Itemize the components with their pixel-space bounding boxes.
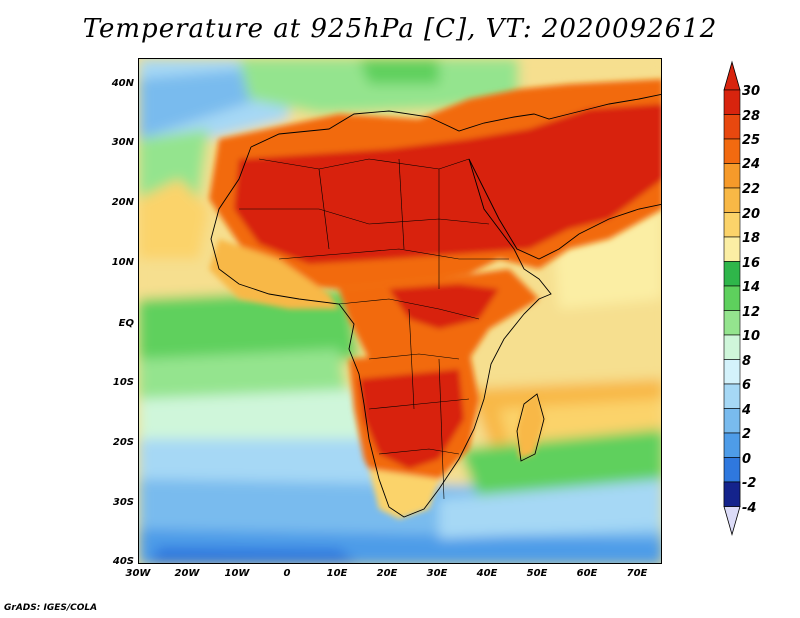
lon-tick: 10W: [224, 568, 250, 579]
colorbar-label: 20: [742, 207, 761, 222]
lon-tick: 50E: [526, 568, 548, 579]
colorbar-swatch: [723, 138, 741, 164]
lat-tick: EQ: [118, 318, 134, 329]
colorbar-label: 8: [742, 354, 752, 369]
colorbar-swatch: [723, 310, 741, 336]
colorbar-label: 18: [742, 231, 761, 246]
colorbar-swatch: [723, 285, 741, 311]
colorbar-top-arrow: [723, 60, 741, 91]
lat-tick: 20N: [111, 197, 134, 208]
lat-tick: 30N: [111, 137, 134, 148]
colorbar-swatch: [723, 236, 741, 262]
colorbar-label: 4: [742, 403, 752, 418]
lon-tick: 30W: [125, 568, 151, 579]
colorbar-label: 25: [742, 133, 761, 148]
colorbar-bottom-arrow: [723, 506, 741, 536]
colorbar-label: 6: [742, 378, 752, 393]
colorbar-label: 2: [742, 427, 752, 442]
colorbar-label: 16: [742, 256, 761, 271]
map-canvas: [139, 59, 661, 563]
lat-tick: 40N: [111, 78, 134, 89]
colorbar-label: 10: [742, 329, 761, 344]
credit-text: GrADS: IGES/COLA: [4, 603, 98, 613]
colorbar-label: -2: [742, 476, 757, 491]
colorbar-swatch: [723, 334, 741, 360]
colorbar-label: 22: [742, 182, 761, 197]
lon-tick: 10E: [326, 568, 348, 579]
colorbar-swatch: [723, 89, 741, 115]
colorbar-swatch: [723, 261, 741, 287]
colorbar-label: 28: [742, 109, 761, 124]
colorbar-label: 14: [742, 280, 761, 295]
colorbar-label: 30: [742, 84, 761, 99]
colorbar-swatch: [723, 383, 741, 409]
temperature-map: [138, 58, 662, 564]
lat-tick: 10S: [112, 377, 134, 388]
lon-tick: 30E: [426, 568, 448, 579]
colorbar-label: 0: [742, 452, 752, 467]
colorbar-swatch: [723, 114, 741, 140]
lon-tick: 0: [283, 568, 291, 579]
colorbar-swatch: [723, 212, 741, 238]
lon-tick: 70E: [626, 568, 648, 579]
colorbar-label: 12: [742, 305, 761, 320]
colorbar-swatch: [723, 408, 741, 434]
lat-tick: 20S: [112, 437, 134, 448]
map-title: Temperature at 925hPa [C], VT: 202009261…: [82, 14, 718, 44]
lat-tick: 10N: [111, 257, 134, 268]
colorbar-swatch: [723, 187, 741, 213]
colorbar-swatch: [723, 163, 741, 189]
colorbar-swatch: [723, 457, 741, 483]
land-temperature-field: [209, 79, 661, 519]
lat-tick: 40S: [112, 556, 134, 567]
colorbar-swatch: [723, 432, 741, 458]
colorbar-label: -4: [742, 501, 757, 516]
lon-tick: 40E: [476, 568, 498, 579]
coastlines: [210, 93, 661, 518]
lon-tick: 20W: [174, 568, 200, 579]
colorbar: [723, 60, 741, 536]
colorbar-label: 24: [742, 157, 761, 172]
colorbar-swatch: [723, 359, 741, 385]
lon-tick: 60E: [576, 568, 598, 579]
lat-tick: 30S: [112, 497, 134, 508]
colorbar-swatch: [723, 481, 741, 507]
lon-tick: 20E: [376, 568, 398, 579]
